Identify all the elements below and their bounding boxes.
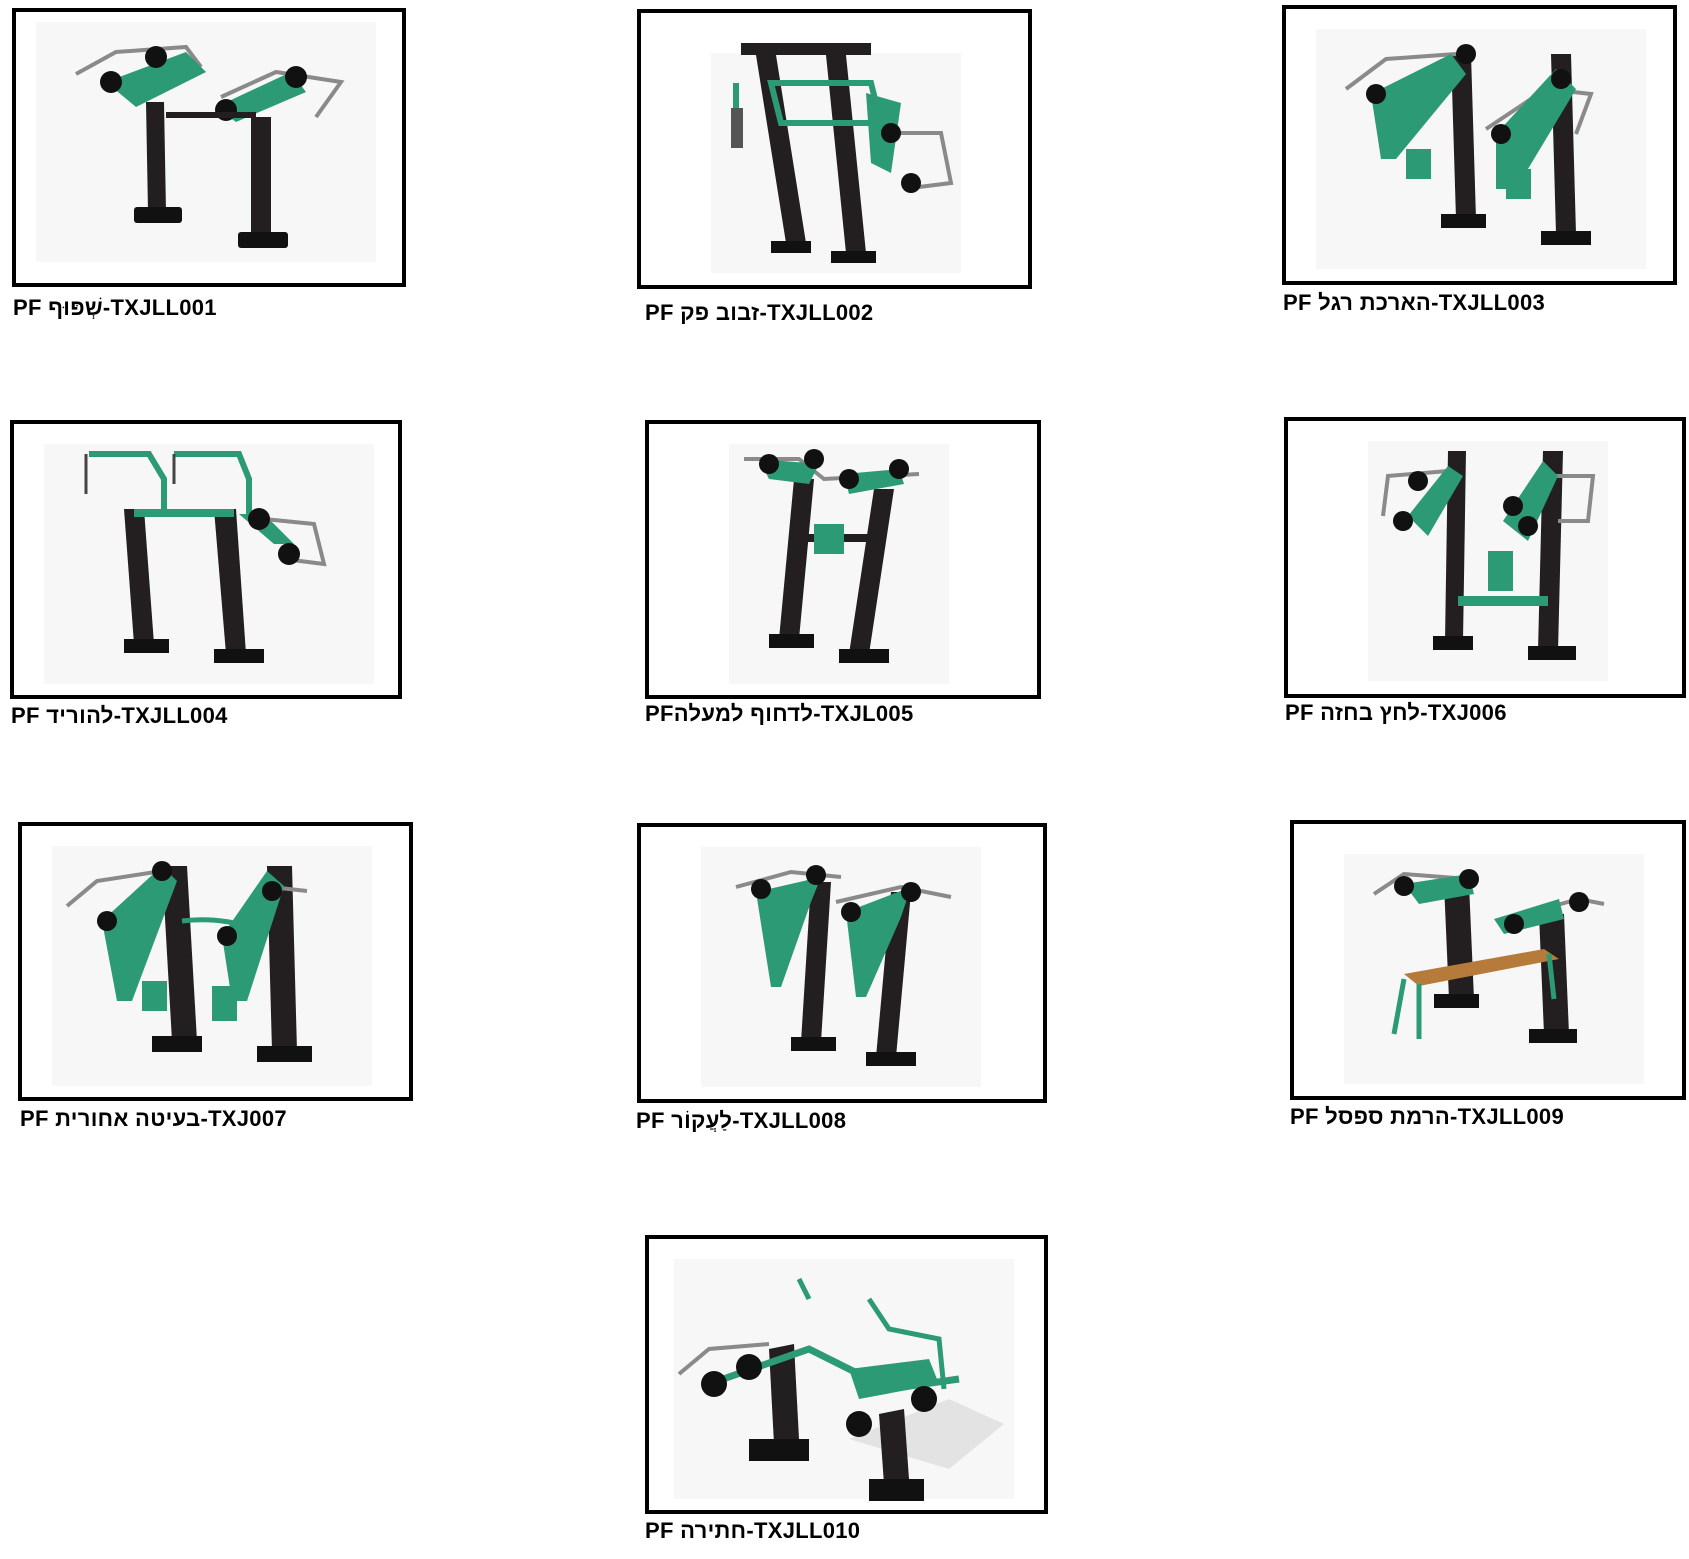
equipment-chest-press-icon [1368, 441, 1608, 681]
product-image-frame [10, 420, 402, 699]
product-image-frame [18, 822, 413, 1101]
product-caption: PF להוריד-TXJLL004 [11, 703, 228, 728]
equipment-rowing-icon [674, 1259, 1014, 1501]
product-caption: PF הארכת רגל-TXJLL003 [1283, 290, 1546, 315]
product-image-frame [12, 8, 406, 287]
product-image-frame [637, 823, 1047, 1103]
equipment-lat-pulldown-icon [44, 444, 374, 684]
product-caption: PFלדחוף למעלה-TXJL005 [645, 701, 914, 726]
product-caption: PF חתירה-TXJLL010 [645, 1518, 861, 1543]
equipment-row-icon [701, 847, 981, 1087]
product-image-frame [1290, 820, 1686, 1100]
product-image-frame [1282, 5, 1677, 285]
equipment-pec-fly-icon [711, 43, 961, 273]
product-image-frame [637, 9, 1032, 289]
equipment-bench-press-icon [1344, 854, 1644, 1084]
equipment-leg-extension-icon [1316, 29, 1646, 269]
equipment-shoulder-press-icon [36, 22, 376, 262]
product-caption: PF בעיטה אחורית-TXJ007 [20, 1106, 287, 1131]
product-image-frame [1284, 417, 1686, 698]
equipment-push-up-icon [729, 444, 949, 684]
product-caption: PF לַעֲקוֹר-TXJLL008 [636, 1108, 847, 1133]
product-caption: PF שְׁפּוּף-TXJLL001 [13, 295, 217, 320]
equipment-back-kick-icon [52, 846, 372, 1086]
product-caption: PF זבוב פק-TXJLL002 [645, 300, 874, 325]
product-image-frame [645, 420, 1041, 699]
product-caption: PF הרמת ספסל-TXJLL009 [1290, 1104, 1564, 1129]
product-image-frame [645, 1235, 1048, 1514]
product-caption: PF לחץ בחזה-TXJ006 [1285, 700, 1507, 725]
